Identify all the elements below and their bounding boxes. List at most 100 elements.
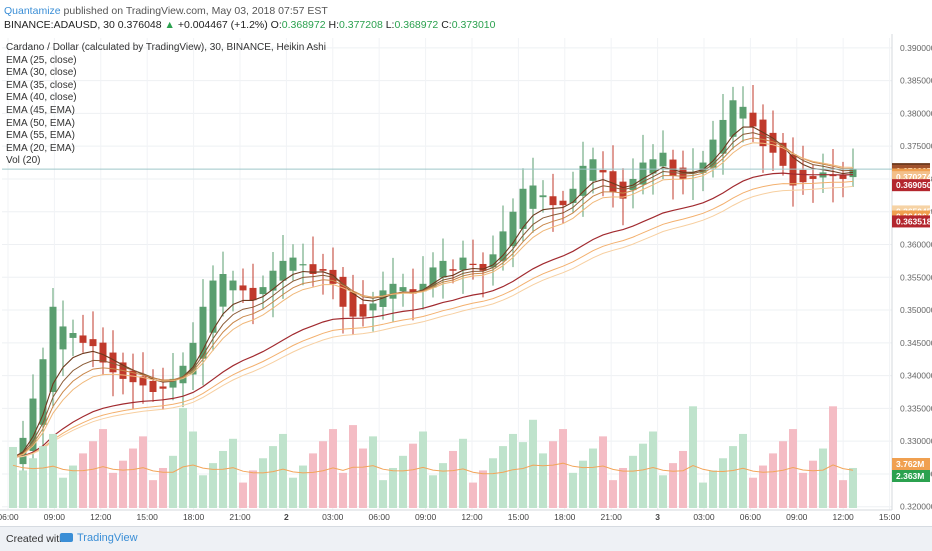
candle-body[interactable]: [379, 290, 387, 307]
candle-body[interactable]: [669, 159, 677, 176]
candle-body[interactable]: [309, 264, 317, 274]
candle-body[interactable]: [579, 165, 587, 196]
candle-body[interactable]: [89, 339, 97, 347]
indicator-ema-40[interactable]: EMA (40, close): [6, 92, 77, 104]
candle-body[interactable]: [589, 159, 597, 181]
candle-body[interactable]: [649, 159, 657, 174]
candle-body[interactable]: [489, 254, 497, 268]
candle-body[interactable]: [239, 285, 247, 291]
candle-body[interactable]: [359, 304, 367, 317]
candle-body[interactable]: [709, 139, 717, 168]
candle-body[interactable]: [69, 333, 77, 338]
candle-body[interactable]: [279, 260, 287, 281]
volume-bar: [489, 458, 497, 508]
candle-body[interactable]: [159, 386, 167, 389]
candle-body[interactable]: [829, 174, 837, 177]
candle-body[interactable]: [399, 287, 407, 292]
candle-body[interactable]: [849, 169, 857, 178]
candle-body[interactable]: [679, 167, 687, 179]
candle-body[interactable]: [439, 260, 447, 278]
candle-body[interactable]: [499, 231, 507, 261]
x-tick-label: 12:00: [461, 512, 483, 522]
candle-body[interactable]: [169, 378, 177, 388]
candle-body[interactable]: [99, 342, 107, 363]
volume-bar: [629, 455, 637, 508]
candle-body[interactable]: [769, 132, 777, 153]
indicator-ema-50[interactable]: EMA (50, EMA): [6, 117, 75, 129]
candle-body[interactable]: [39, 359, 47, 425]
candle-body[interactable]: [369, 303, 377, 311]
x-tick-label: 09:00: [415, 512, 437, 522]
indicator-ema-45[interactable]: EMA (45, EMA): [6, 104, 75, 116]
candle-body[interactable]: [349, 291, 357, 317]
candle-body[interactable]: [199, 306, 207, 359]
chart-title: Cardano / Dollar (calculated by TradingV…: [6, 42, 326, 53]
candle-body[interactable]: [839, 175, 847, 179]
candle-body[interactable]: [739, 106, 747, 119]
volume-bar: [119, 460, 127, 508]
candle-body[interactable]: [729, 100, 737, 137]
indicator-volume[interactable]: Vol (20): [6, 155, 41, 167]
candle-body[interactable]: [469, 263, 477, 265]
candle-body[interactable]: [49, 306, 57, 392]
candle-body[interactable]: [259, 287, 267, 295]
candle-body[interactable]: [799, 169, 807, 183]
volume-bar: [639, 443, 647, 508]
x-tick-label: 09:00: [786, 512, 808, 522]
candle-body[interactable]: [789, 154, 797, 186]
indicator-ema-25[interactable]: EMA (25, close): [6, 54, 77, 66]
candle-body[interactable]: [289, 257, 297, 271]
candle-body[interactable]: [539, 195, 547, 198]
candle-body[interactable]: [779, 142, 787, 166]
candle-body[interactable]: [639, 162, 647, 185]
candle-body[interactable]: [529, 185, 537, 209]
candle-body[interactable]: [409, 289, 417, 294]
candle-body[interactable]: [339, 276, 347, 307]
candle-body[interactable]: [189, 342, 197, 375]
candle-body[interactable]: [569, 188, 577, 203]
candle-body[interactable]: [559, 200, 567, 206]
candle-body[interactable]: [269, 270, 277, 291]
candle-body[interactable]: [209, 280, 217, 333]
volume-bar: [249, 470, 257, 508]
volume-bar: [239, 482, 247, 508]
indicator-ema-20[interactable]: EMA (20, EMA): [6, 142, 75, 154]
y-tick-label: 0.385000: [900, 76, 932, 86]
candle-body[interactable]: [809, 176, 817, 179]
candle-body[interactable]: [719, 119, 727, 154]
candle-body[interactable]: [319, 269, 327, 271]
candle-body[interactable]: [179, 365, 187, 384]
candle-body[interactable]: [659, 152, 667, 167]
tradingview-link[interactable]: TradingView: [60, 532, 138, 544]
candle-body[interactable]: [419, 283, 427, 292]
candle-body[interactable]: [449, 269, 457, 271]
candle-body[interactable]: [149, 380, 157, 392]
candle-body[interactable]: [79, 335, 87, 343]
candle-body[interactable]: [229, 280, 237, 291]
candle-body[interactable]: [219, 274, 227, 307]
candle-body[interactable]: [549, 196, 557, 206]
candle-body[interactable]: [519, 188, 527, 229]
candle-body[interactable]: [699, 162, 707, 173]
candle-body[interactable]: [479, 263, 487, 271]
candle-body[interactable]: [749, 112, 757, 127]
indicator-ema-30[interactable]: EMA (30, close): [6, 67, 77, 79]
indicator-ema-35[interactable]: EMA (35, close): [6, 79, 77, 91]
indicator-ema-55[interactable]: EMA (55, EMA): [6, 130, 75, 142]
volume-bar: [49, 433, 57, 508]
candle-body[interactable]: [139, 376, 147, 386]
candle-body[interactable]: [429, 267, 437, 288]
candle-body[interactable]: [609, 171, 617, 193]
candle-body[interactable]: [459, 257, 467, 270]
candle-body[interactable]: [299, 264, 307, 266]
candle-body[interactable]: [29, 398, 37, 451]
publisher-name[interactable]: Quantamize: [4, 5, 61, 17]
volume-bar: [809, 460, 817, 508]
price-chart[interactable]: 0.3900000.3850000.3800000.3750000.370000…: [0, 34, 932, 526]
candle-body[interactable]: [509, 211, 517, 247]
candle-body[interactable]: [389, 283, 397, 299]
candle-body[interactable]: [599, 170, 607, 173]
candle-body[interactable]: [59, 326, 67, 350]
candle-body[interactable]: [249, 287, 257, 301]
candle-body[interactable]: [109, 352, 117, 373]
